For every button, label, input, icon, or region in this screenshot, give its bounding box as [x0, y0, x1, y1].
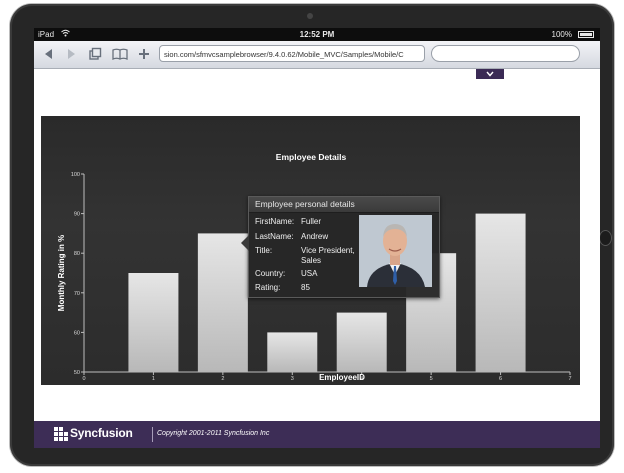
- x-tick-label: 5: [430, 376, 433, 382]
- search-input[interactable]: [431, 45, 580, 62]
- bar: [197, 233, 248, 372]
- tooltip-arrow: [241, 235, 249, 251]
- tooltip-row-value: Vice President, Sales: [301, 246, 355, 265]
- home-button[interactable]: [599, 230, 612, 246]
- y-tick-label: 60: [74, 330, 80, 336]
- plus-icon: [139, 49, 149, 59]
- pages-icon: [89, 47, 102, 60]
- chart-title: Employee Details: [276, 152, 347, 162]
- x-tick-label: 6: [499, 376, 502, 382]
- bar: [128, 273, 179, 372]
- status-time: 12:52 PM: [299, 30, 335, 39]
- arrow-left-icon: [45, 49, 52, 59]
- tooltip-row-value: USA: [301, 269, 318, 278]
- bookmarks-button[interactable]: [111, 45, 129, 63]
- tooltip-row-label: Country:: [255, 269, 286, 278]
- book-icon: [112, 48, 128, 60]
- y-tick-label: 50: [74, 370, 80, 376]
- arrow-right-icon: [68, 49, 75, 59]
- x-axis-label: EmployeeID: [319, 373, 365, 382]
- wifi-icon: [61, 28, 70, 41]
- tooltip-row-label: LastName:: [255, 232, 294, 241]
- copyright-text: Copyright 2001-2011 Syncfusion Inc: [157, 430, 270, 437]
- chart-svg: Employee Details 50 60 70 80 90 100 0 1 2 3 4 5 6 7 Emp…: [57, 152, 572, 382]
- status-bar: iPad 12:52 PM 100%: [34, 28, 600, 41]
- chevron-down-icon: [486, 71, 494, 77]
- y-tick-label: 100: [71, 172, 80, 178]
- tooltip-header: Employee personal details: [249, 197, 439, 213]
- y-tick-label: 80: [74, 251, 80, 257]
- employee-chart: Employee Details 50 60 70 80 90 100 0 1 2 3 4 5 6 7 Emp…: [41, 116, 580, 385]
- chart-tooltip: Employee personal details FirstName: Full…: [241, 196, 440, 298]
- tabs-button[interactable]: [86, 45, 104, 63]
- tooltip-row-value: Andrew: [301, 232, 329, 241]
- y-axis-label: Monthly Rating in %: [57, 235, 66, 311]
- browser-toolbar: sion.com/sfmvcsamplebrowser/9.4.0.62/Mob…: [34, 41, 600, 69]
- y-tick-label: 70: [74, 291, 80, 297]
- person-photo-icon: [359, 215, 432, 287]
- ipad-frame: iPad 12:52 PM 100% sion.co: [10, 4, 614, 466]
- screen: iPad 12:52 PM 100% sion.co: [34, 28, 600, 448]
- forward-button[interactable]: [62, 45, 80, 63]
- footer-divider: [152, 427, 153, 442]
- battery-percent: 100%: [551, 30, 572, 39]
- x-tick-label: 1: [152, 376, 155, 382]
- camera-icon: [307, 13, 313, 19]
- x-tick-label: 7: [568, 376, 571, 382]
- tooltip-row-label: Rating:: [255, 283, 281, 292]
- tooltip-row-label: Title:: [255, 246, 273, 255]
- address-bar[interactable]: sion.com/sfmvcsamplebrowser/9.4.0.62/Mob…: [159, 45, 425, 62]
- tooltip-row-label: FirstName:: [255, 217, 295, 226]
- bar: [475, 213, 526, 372]
- x-tick-label: 2: [221, 376, 224, 382]
- x-tick-label: 4: [360, 376, 363, 382]
- brand-name: Syncfusion: [70, 426, 133, 440]
- y-tick-label: 90: [74, 212, 80, 218]
- dropdown-toggle[interactable]: [476, 69, 504, 79]
- tooltip-row-value: Fuller: [301, 217, 322, 226]
- x-tick-label: 3: [291, 376, 294, 382]
- battery-icon: [578, 31, 594, 38]
- employee-photo: [359, 215, 432, 287]
- bar: [267, 332, 318, 372]
- syncfusion-logo-icon: [54, 427, 68, 441]
- back-button[interactable]: [40, 45, 58, 63]
- carrier-label: iPad: [38, 30, 55, 39]
- add-bookmark-button[interactable]: [135, 45, 153, 63]
- bar: [336, 312, 387, 372]
- x-tick-label: 0: [82, 376, 85, 382]
- page-footer: Syncfusion Copyright 2001-2011 Syncfusio…: [34, 421, 600, 448]
- tooltip-row-value: 85: [301, 283, 310, 292]
